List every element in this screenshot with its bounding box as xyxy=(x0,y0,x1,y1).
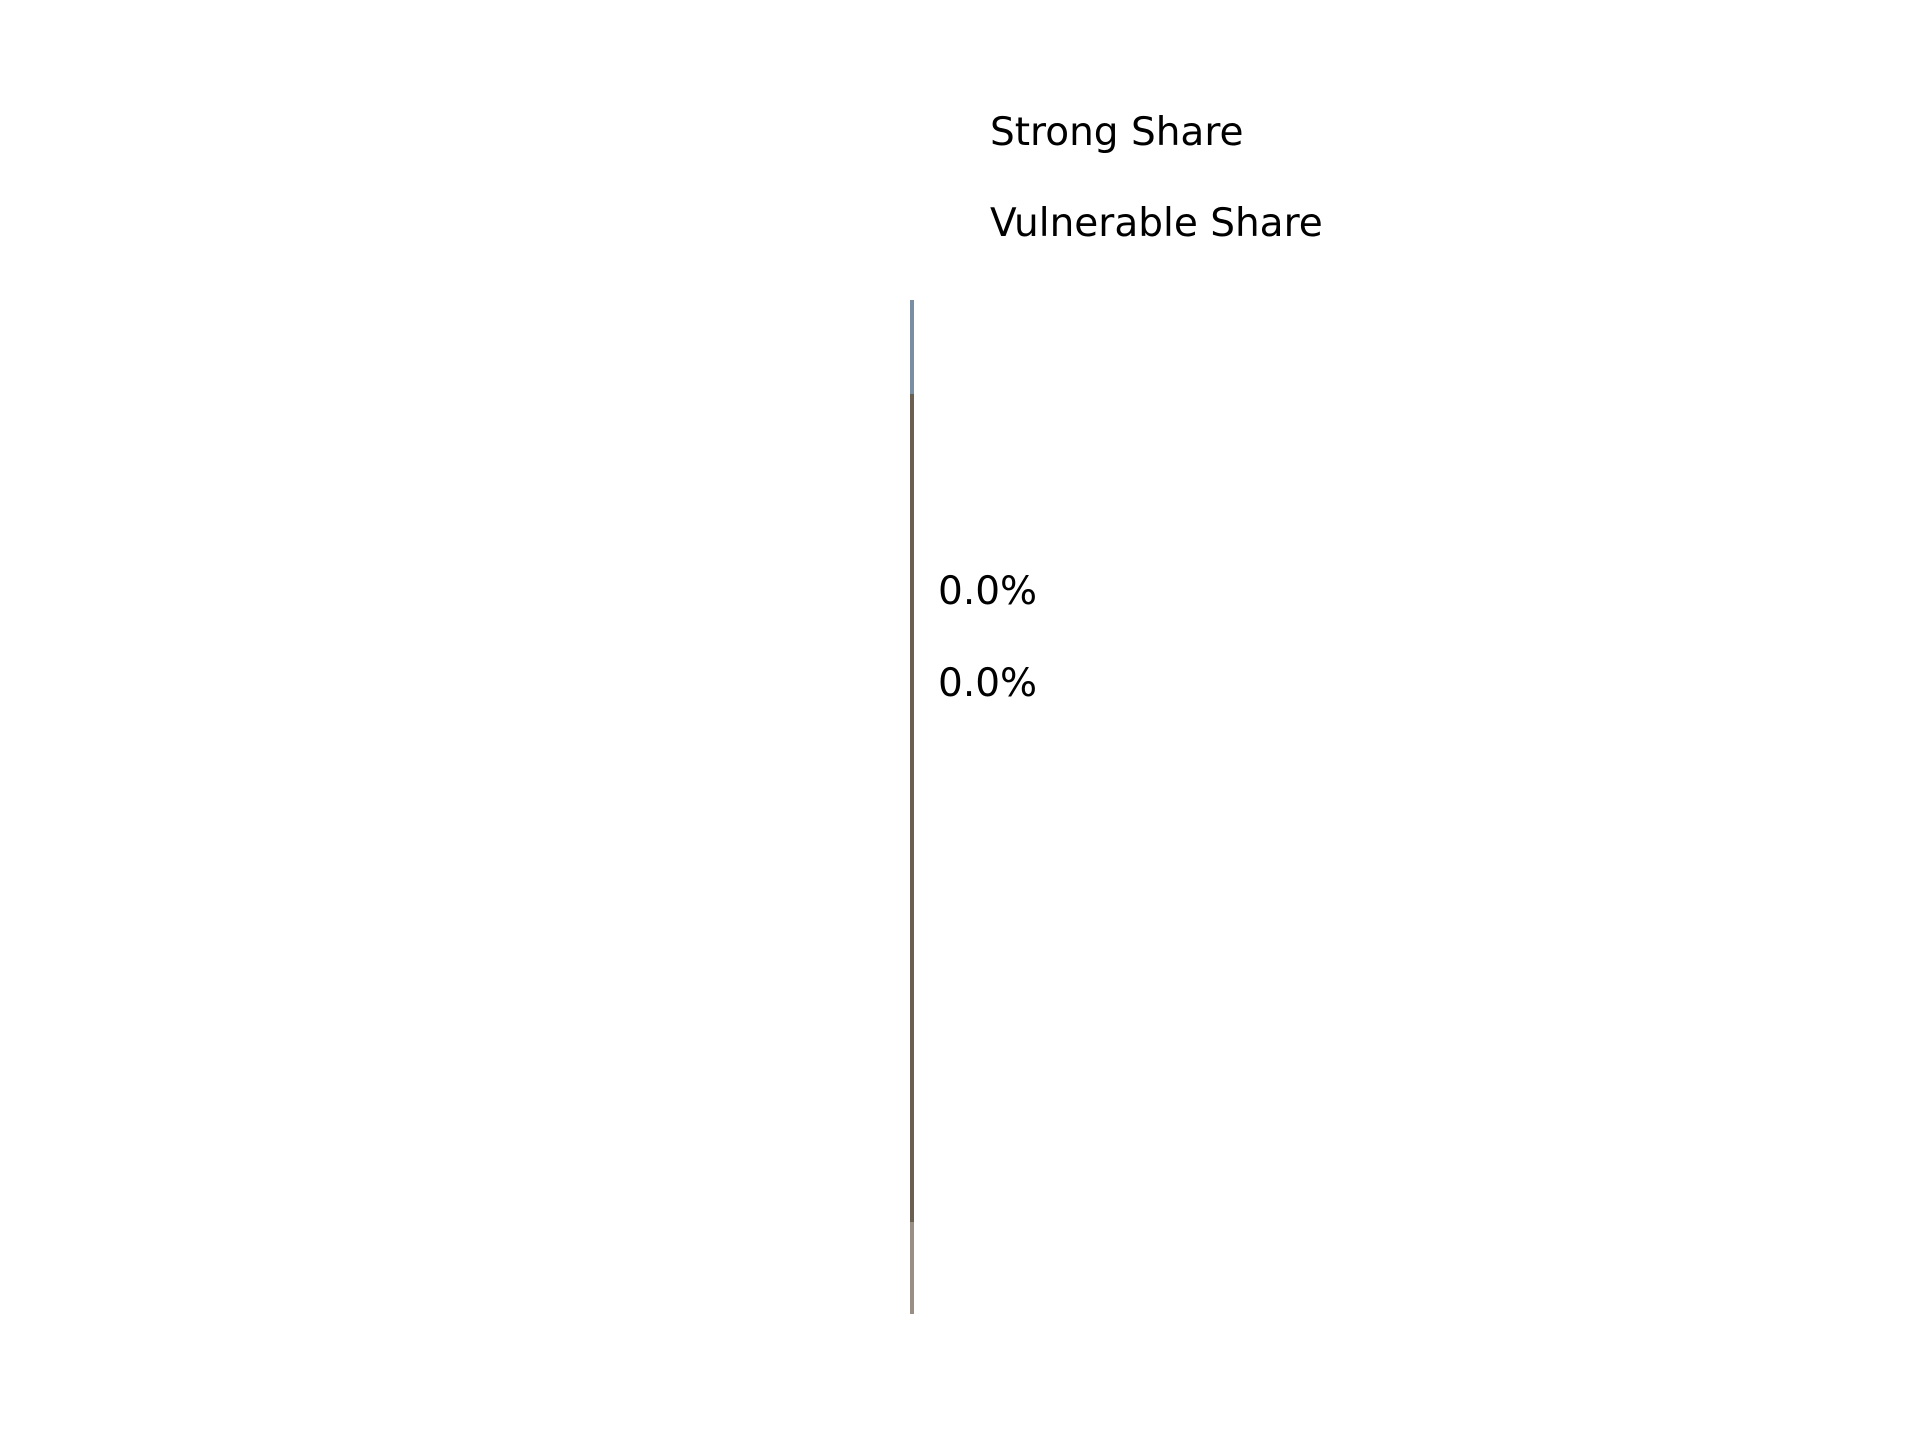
bar-strong-share xyxy=(910,300,914,394)
legend-entry-vulnerable-share: Vulnerable Share xyxy=(990,201,1323,246)
legend: Strong Share Vulnerable Share xyxy=(990,110,1323,246)
data-label-strong-share: 0.0% xyxy=(938,569,1037,614)
bar-vulnerable-share xyxy=(910,394,914,1222)
bar-base xyxy=(910,1222,914,1314)
data-labels: 0.0% 0.0% xyxy=(938,569,1037,706)
data-label-vulnerable-share: 0.0% xyxy=(938,661,1037,706)
legend-entry-strong-share: Strong Share xyxy=(990,110,1244,155)
marks xyxy=(910,300,914,1314)
